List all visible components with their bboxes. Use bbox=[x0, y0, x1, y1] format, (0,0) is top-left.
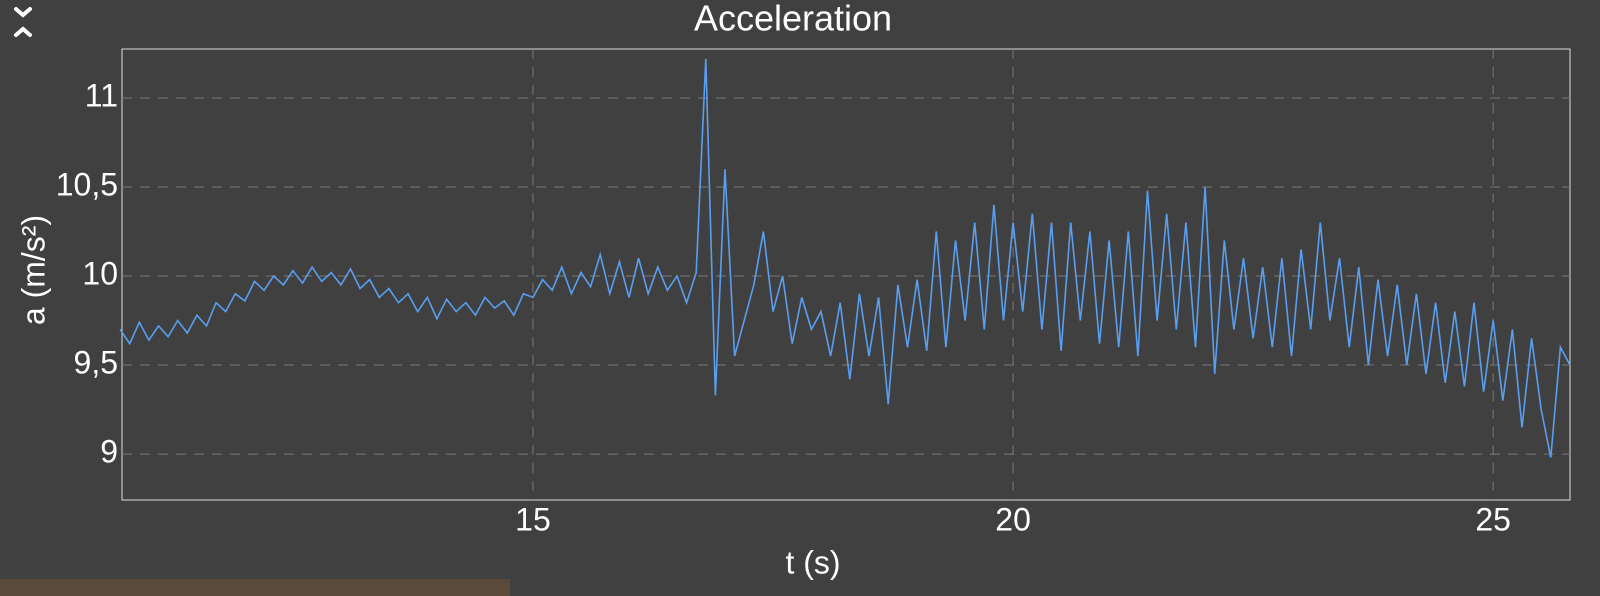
chevron-down bbox=[14, 7, 32, 18]
bottom-strip bbox=[0, 579, 510, 596]
data-line bbox=[119, 58, 1571, 458]
x-axis-label: t (s) bbox=[785, 544, 840, 580]
y-tick-label: 11 bbox=[85, 77, 118, 113]
y-tick-label: 10 bbox=[82, 255, 118, 291]
x-tick-label: 20 bbox=[995, 501, 1031, 537]
chart-title: Acceleration bbox=[694, 0, 892, 39]
plot-frame bbox=[121, 48, 1571, 501]
x-tick-label: 15 bbox=[515, 501, 551, 537]
chevron-up bbox=[14, 26, 32, 37]
y-tick-label: 9,5 bbox=[74, 344, 118, 380]
x-tick-label: 25 bbox=[1475, 501, 1511, 537]
y-axis-label: a (m/s²) bbox=[15, 215, 51, 325]
y-tick-label: 10,5 bbox=[56, 166, 118, 202]
collapse-icon[interactable] bbox=[14, 7, 32, 37]
y-tick-label: 9 bbox=[100, 434, 118, 470]
